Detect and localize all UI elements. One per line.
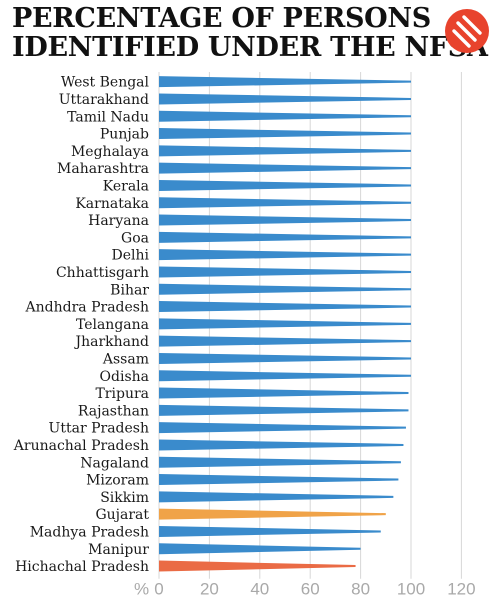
bar-manipur [159, 543, 361, 555]
category-label: Uttar Pradesh [49, 421, 149, 437]
x-tick-label: 20 [200, 580, 219, 599]
category-label: Rajasthan [78, 403, 149, 419]
category-label: Jharkhand [74, 334, 150, 350]
category-label: Haryana [88, 213, 149, 229]
x-tick-label: 80 [351, 580, 370, 599]
bar-west-bengal [159, 76, 411, 88]
bar-maharashtra [159, 162, 411, 174]
category-label: Gujarat [95, 507, 149, 523]
bar-odisha [159, 370, 411, 382]
bar-goa [159, 231, 411, 243]
title-line-2: IDENTIFIED UNDER THE NFSA [12, 32, 488, 63]
category-label: Odisha [100, 369, 149, 385]
bar-assam [159, 352, 411, 364]
category-label: Sikkim [100, 490, 149, 506]
category-label: Assam [102, 351, 149, 367]
bar-kerala [159, 179, 411, 191]
category-label: Andhdra Pradesh [25, 300, 149, 316]
category-label: Punjab [100, 127, 149, 143]
page-title: PERCENTAGE OF PERSONS IDENTIFIED UNDER T… [12, 3, 488, 63]
category-label: Tripura [95, 386, 149, 402]
x-tick-label: 120 [447, 580, 475, 599]
category-label: Nagaland [80, 455, 149, 471]
category-label: Madhya Pradesh [30, 524, 149, 540]
category-label: Arunachal Pradesh [13, 438, 149, 454]
bar-tamil-nadu [159, 110, 411, 122]
bar-sikkim [159, 491, 394, 503]
bar-uttar-pradesh [159, 422, 406, 434]
bar-hichachal-pradesh [159, 560, 356, 572]
category-label: Hichachal Pradesh [15, 559, 149, 575]
bar-bihar [159, 283, 411, 295]
bar-delhi [159, 249, 411, 261]
category-label: Delhi [112, 248, 150, 264]
x-tick-label: 40 [250, 580, 269, 599]
x-axis-unit-label: % [134, 580, 149, 599]
category-label: Bihar [110, 282, 149, 298]
category-label: Meghalaya [71, 144, 149, 160]
bar-nagaland [159, 456, 401, 468]
bar-arunachal-pradesh [159, 439, 404, 451]
bar-gujarat [159, 508, 386, 520]
category-label: Kerala [103, 178, 149, 194]
category-label: West Bengal [61, 75, 150, 91]
bar-madhya-pradesh [159, 525, 381, 537]
bar-chhattisgarh [159, 266, 411, 278]
category-label: Telangana [76, 317, 149, 333]
category-label: Uttarakhand [59, 92, 149, 108]
bar-meghalaya [159, 145, 411, 157]
category-label: Mizoram [86, 473, 149, 489]
category-label: Chhattisgarh [56, 265, 149, 281]
category-label: Goa [121, 230, 149, 246]
bar-jharkhand [159, 335, 411, 347]
bar-mizoram [159, 474, 399, 486]
bar-telangana [159, 318, 411, 330]
category-label: Maharashtra [57, 161, 149, 177]
category-label: Manipur [88, 542, 149, 558]
bar-karnataka [159, 197, 411, 209]
bar-uttarakhand [159, 93, 411, 105]
bar-punjab [159, 128, 411, 140]
publisher-logo-icon [445, 9, 489, 53]
x-tick-label: 0 [154, 580, 163, 599]
x-tick-label: 100 [397, 580, 425, 599]
bar-andhdra-pradesh [159, 301, 411, 313]
bar-rajasthan [159, 404, 409, 416]
category-label: Karnataka [75, 196, 149, 212]
bar-tripura [159, 387, 409, 399]
x-tick-label: 60 [301, 580, 320, 599]
title-line-1: PERCENTAGE OF PERSONS [12, 3, 431, 34]
category-label: Tamil Nadu [67, 109, 149, 125]
bar-haryana [159, 214, 411, 226]
